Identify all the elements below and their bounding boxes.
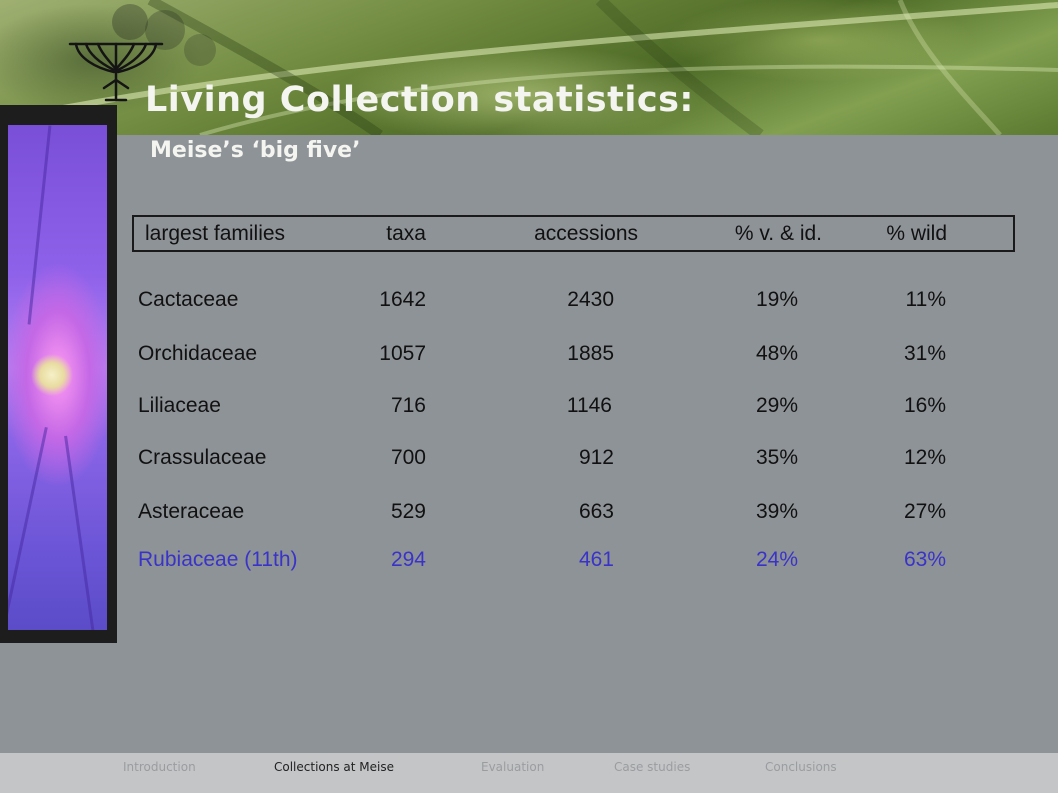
family-name: Orchidaceae [138,342,258,365]
verified-percent: 35% [755,446,798,469]
wild-percent: 63% [903,548,946,571]
verified-percent: 39% [755,500,798,523]
wild-percent: 16% [903,394,946,417]
family-name: Liliaceae [138,394,221,417]
wild-percent: 27% [903,500,946,523]
header-wild: % wild [886,222,947,245]
footer-nav-introduction[interactable]: Introduction [123,760,196,774]
taxa-value: 1642 [379,288,426,311]
accessions-value: 663 [578,500,614,523]
footer-nav-case-studies[interactable]: Case studies [614,760,691,774]
family-name: Asteraceae [138,500,245,523]
wild-percent: 31% [903,342,946,365]
wild-percent: 11% [905,288,946,311]
family-name: Crassulaceae [138,446,267,469]
footer-nav-evaluation[interactable]: Evaluation [481,760,545,774]
taxa-value: 700 [390,446,426,469]
accessions-value: 912 [578,446,614,469]
family-name: Cactaceae [138,288,239,311]
header-verified-identified: % v. & id. [734,222,822,245]
taxa-value: 1057 [379,342,426,365]
verified-percent: 24% [755,548,798,571]
leaf-banner [0,0,1058,135]
accessions-value: 2430 [567,288,614,311]
verified-percent: 48% [755,342,798,365]
garden-logo-icon [68,42,164,102]
accessions-value: 1885 [567,342,614,365]
verified-percent: 29% [755,394,798,417]
taxa-value: 716 [390,394,426,417]
taxa-value: 294 [390,548,426,571]
slide-title: Living Collection statistics: [145,80,694,120]
verified-percent: 19% [755,288,798,311]
footer-nav-bar [0,753,1058,793]
family-name: Rubiaceae (11th) [138,548,298,571]
header-taxa: taxa [386,222,426,245]
morning-glory-photo [8,125,107,630]
accessions-value: 1146 [566,394,612,417]
header-accessions: accessions [534,222,638,245]
header-families: largest families [145,222,286,245]
table-header-box [132,215,1015,252]
accessions-value: 461 [578,548,614,571]
leaf-texture [0,0,1058,135]
slide-subtitle: Meise’s ‘big five’ [150,138,361,163]
footer-nav-collections[interactable]: Collections at Meise [274,760,394,774]
footer-nav-conclusions[interactable]: Conclusions [765,760,837,774]
flower-photo-frame [0,105,117,643]
taxa-value: 529 [390,500,426,523]
wild-percent: 12% [903,446,946,469]
